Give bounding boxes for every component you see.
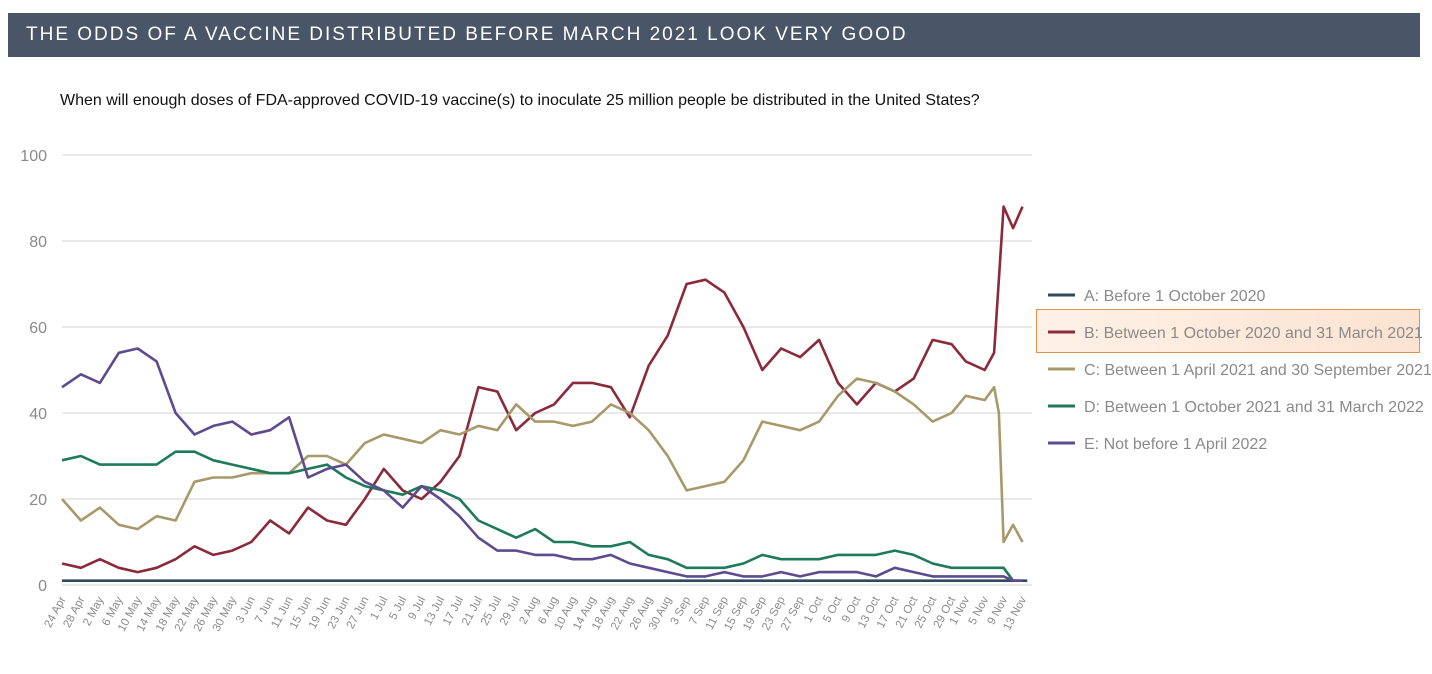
series-line-d: [61, 450, 1023, 582]
series-line-e: [61, 347, 1023, 582]
legend-label: D: Between 1 October 2021 and 31 March 2…: [1084, 399, 1424, 416]
legend-label: E: Not before 1 April 2022: [1084, 436, 1267, 453]
y-tick-label: 60: [29, 320, 47, 337]
x-tick-label: 5 Jul: [387, 595, 409, 622]
y-tick-label: 40: [29, 406, 47, 423]
x-tick-label: 1 Jul: [368, 595, 390, 622]
legend-highlight-box: [1036, 309, 1420, 353]
legend-label: B: Between 1 October 2020 and 31 March 2…: [1084, 325, 1423, 342]
y-tick-label: 0: [38, 578, 47, 595]
banner-title: THE ODDS OF A VACCINE DISTRIBUTED BEFORE…: [26, 24, 908, 45]
chart-title: When will enough doses of FDA-approved C…: [60, 92, 980, 109]
y-tick-label: 20: [29, 492, 47, 509]
legend-label: A: Before 1 October 2020: [1084, 288, 1266, 305]
title-banner: THE ODDS OF A VACCINE DISTRIBUTED BEFORE…: [8, 13, 1420, 57]
series-line-c: [61, 377, 1024, 544]
y-tick-label: 80: [29, 234, 47, 251]
y-tick-label: 100: [20, 148, 47, 165]
legend-label: C: Between 1 April 2021 and 30 September…: [1084, 362, 1432, 379]
series-line-b: [61, 205, 1024, 574]
